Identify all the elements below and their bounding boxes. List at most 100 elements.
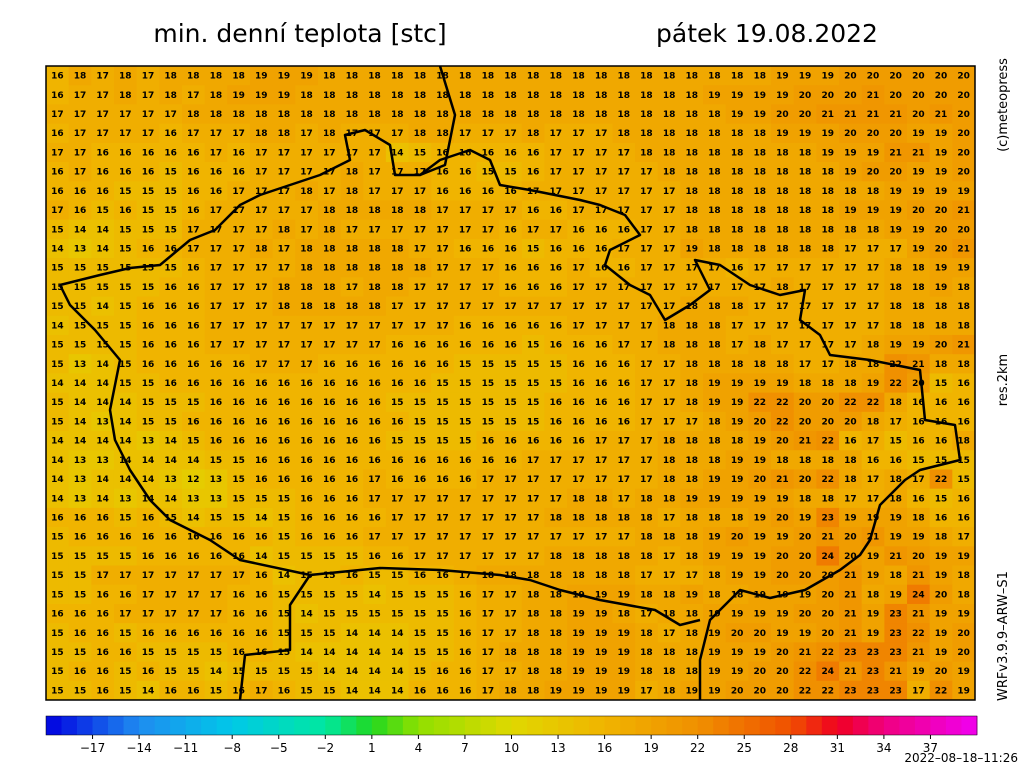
temperature-cell (589, 123, 613, 144)
temperature-label: 22 (753, 398, 766, 408)
temperature-label: 16 (595, 417, 608, 427)
temperature-cell (521, 219, 545, 240)
temperature-label: 16 (459, 245, 472, 255)
temperature-cell (317, 181, 342, 201)
temperature-cell (567, 142, 591, 163)
temperature-cell (46, 66, 70, 86)
temperature-label: 21 (844, 610, 857, 620)
temperature-label: 18 (731, 302, 744, 312)
temperature-cell (725, 104, 749, 125)
temperature-label: 15 (504, 417, 517, 427)
temperature-label: 17 (867, 437, 880, 447)
temperature-label: 18 (368, 283, 381, 293)
temperature-label: 18 (686, 225, 699, 235)
temperature-label: 17 (255, 283, 268, 293)
temperature-label: 14 (255, 552, 268, 562)
temperature-cell (703, 181, 727, 201)
temperature-label: 16 (346, 494, 359, 504)
temperature-label: 20 (776, 648, 789, 658)
temperature-cell (136, 219, 160, 240)
temperature-label: 16 (300, 437, 313, 447)
temperature-label: 19 (935, 148, 948, 158)
temperature-label: 17 (436, 245, 449, 255)
temperature-label: 16 (436, 360, 449, 370)
temperature-label: 16 (572, 341, 585, 351)
temperature-label: 16 (572, 437, 585, 447)
temperature-cell (181, 181, 206, 201)
temperature-label: 18 (912, 321, 925, 331)
temperature-label: 20 (731, 533, 744, 543)
temperature-label: 16 (459, 648, 472, 658)
temperature-label: 18 (527, 110, 540, 120)
temperature-label: 18 (346, 245, 359, 255)
temperature-label: 17 (504, 590, 517, 600)
temperature-label: 17 (74, 168, 87, 178)
temperature-cell (725, 123, 749, 144)
temperature-label: 15 (51, 552, 64, 562)
temperature-cell (839, 66, 863, 86)
temperature-label: 13 (187, 494, 200, 504)
temperature-label: 14 (96, 379, 109, 389)
temperature-label: 19 (708, 398, 721, 408)
temperature-cell (635, 66, 659, 86)
temperature-label: 18 (686, 187, 699, 197)
temperature-cell (476, 200, 500, 221)
temperature-label: 17 (164, 571, 177, 581)
temperature-label: 18 (889, 494, 902, 504)
temperature-label: 19 (935, 168, 948, 178)
temperature-label: 24 (912, 590, 925, 600)
temperature-label: 14 (368, 686, 381, 696)
temperature-cell (363, 66, 387, 86)
temperature-cell (453, 85, 478, 105)
temperature-cell (363, 181, 387, 201)
temperature-label: 18 (821, 245, 834, 255)
temperature-label: 17 (618, 456, 631, 466)
temperature-label: 16 (187, 206, 200, 216)
temperature-cell (884, 219, 908, 240)
temperature-label: 19 (912, 341, 925, 351)
temperature-label: 18 (663, 341, 676, 351)
temperature-label: 23 (844, 686, 857, 696)
colorbar-segment (728, 716, 745, 735)
temperature-label: 17 (414, 225, 427, 235)
temperature-cell (680, 66, 704, 86)
temperature-cell (363, 200, 387, 221)
temperature-label: 16 (187, 417, 200, 427)
temperature-label: 18 (663, 91, 676, 101)
temperature-label: 16 (595, 341, 608, 351)
temperature-cell (204, 162, 228, 182)
temperature-label: 18 (550, 590, 563, 600)
temperature-label: 16 (164, 321, 177, 331)
temperature-label: 15 (51, 417, 64, 427)
temperature-label: 17 (618, 475, 631, 485)
temperature-cell (159, 219, 183, 240)
temperature-label: 18 (731, 72, 744, 82)
temperature-label: 19 (889, 341, 902, 351)
temperature-label: 17 (119, 110, 132, 120)
temperature-label: 19 (912, 667, 925, 677)
temperature-label: 18 (618, 91, 631, 101)
temperature-label: 19 (708, 629, 721, 639)
temperature-label: 15 (504, 360, 517, 370)
temperature-cell (567, 181, 591, 201)
temperature-label: 16 (572, 245, 585, 255)
temperature-label: 20 (889, 168, 902, 178)
temperature-label: 17 (300, 168, 313, 178)
temperature-label: 16 (74, 629, 87, 639)
temperature-label: 20 (799, 552, 812, 562)
temperature-label: 17 (278, 341, 291, 351)
temperature-label: 17 (368, 148, 381, 158)
temperature-label: 16 (164, 686, 177, 696)
temperature-label: 14 (368, 629, 381, 639)
temperature-label: 16 (323, 456, 336, 466)
temperature-label: 17 (255, 148, 268, 158)
temperature-label: 18 (232, 110, 245, 120)
temperature-label: 18 (187, 110, 200, 120)
temperature-label: 16 (844, 437, 857, 447)
temperature-label: 18 (799, 187, 812, 197)
temperature-cell (589, 104, 613, 125)
temperature-label: 16 (323, 379, 336, 389)
temperature-cell (363, 219, 387, 240)
temperature-label: 17 (572, 264, 585, 274)
temperature-cell (340, 200, 364, 221)
